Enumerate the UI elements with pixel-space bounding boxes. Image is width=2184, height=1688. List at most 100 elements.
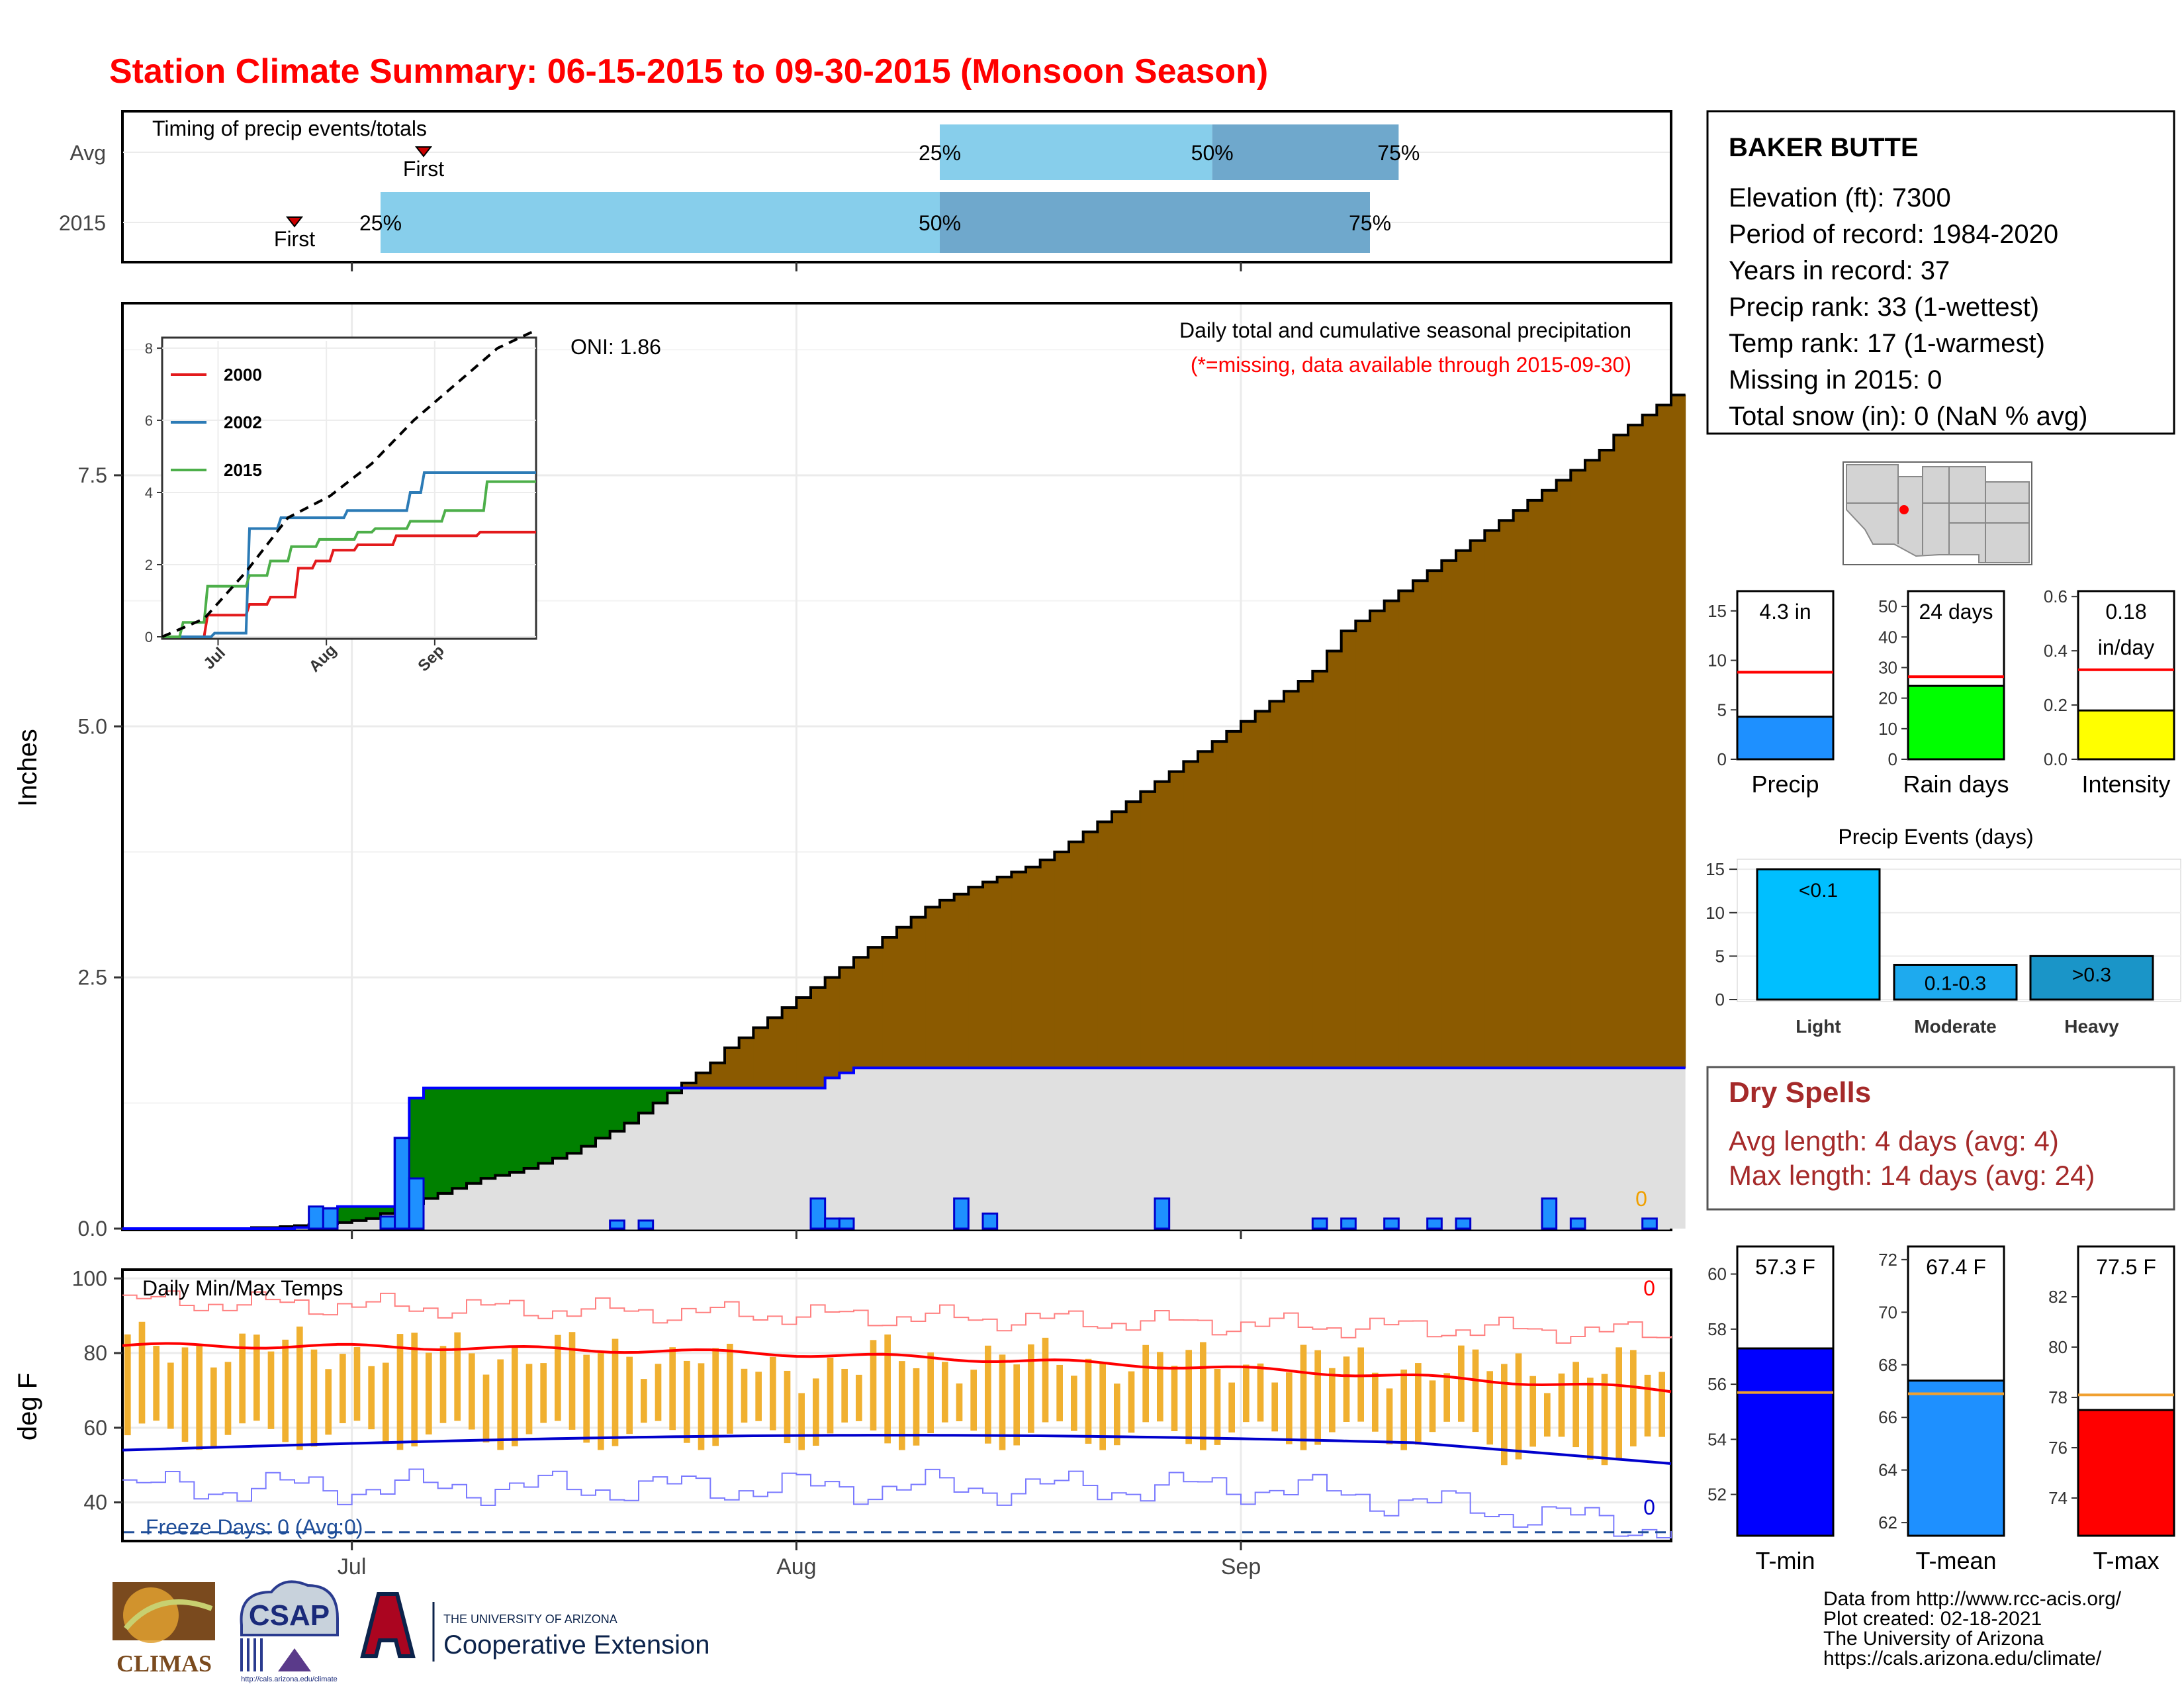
temps-daily-range-bar (196, 1346, 203, 1450)
precip-surplus-fill (653, 1088, 668, 1103)
summary-ytick-label: 54 (1707, 1429, 1727, 1449)
timing-bar-q50-q75 (1212, 124, 1399, 180)
precip-daily-bar (1340, 1217, 1357, 1230)
precip-surplus-fill (338, 1206, 353, 1223)
summary-value-label: 24 days (1919, 600, 1993, 624)
precip-daily-bar (1641, 1217, 1658, 1230)
summary-ytick-label: 40 (1878, 627, 1897, 647)
precip-deficit-fill (911, 917, 926, 1068)
temps-daily-range-bar (1415, 1363, 1422, 1445)
inset-ytick-label: 4 (145, 485, 153, 501)
temps-daily-range-bar (1630, 1350, 1637, 1447)
station-line: Total snow (in): 0 (NaN % avg) (1729, 402, 2087, 431)
precip-deficit-fill (1427, 571, 1442, 1068)
csap-logo-url: http://cals.arizona.edu/climate (241, 1675, 338, 1683)
precip-deficit-fill (1083, 831, 1098, 1068)
precip-deficit-fill (1069, 841, 1084, 1068)
precip-surplus-fill (452, 1088, 467, 1189)
climas-logo: CLIMAS (113, 1582, 215, 1677)
inset-legend-label: 2000 (224, 365, 262, 385)
precip-deficit-fill (1341, 631, 1356, 1068)
temps-daily-range-bar (210, 1367, 217, 1447)
temps-daily-range-bar (698, 1363, 705, 1450)
temp-min-count: 0 (1643, 1495, 1655, 1519)
events-category-label: Light (1796, 1016, 1841, 1037)
inset-series-avg (161, 328, 537, 638)
summary-ytick-label: 56 (1707, 1374, 1727, 1394)
precip-deficit-fill (1527, 500, 1543, 1068)
temps-daily-range-bar (1529, 1376, 1536, 1447)
summary-ytick-label: 0.4 (2044, 641, 2068, 661)
summary-ytick-label: 78 (2048, 1387, 2068, 1407)
temps-daily-range-bar (942, 1362, 948, 1423)
temps-daily-range-bar (641, 1379, 647, 1423)
precip-deficit-fill (1255, 711, 1270, 1068)
temps-daily-range-bar (1544, 1393, 1551, 1437)
temps-daily-range-bar (1042, 1337, 1049, 1423)
precip-daily-bar (809, 1197, 827, 1230)
precip-deficit-fill (1384, 600, 1399, 1068)
timing-quantile-label: 25% (919, 141, 961, 165)
temps-daily-range-bar (1486, 1371, 1493, 1445)
precip-surplus-fill (424, 1088, 439, 1199)
precip-daily-bar (981, 1212, 999, 1230)
temps-daily-range-bar (1157, 1352, 1163, 1422)
summary-bar (1907, 1380, 2005, 1537)
temps-daily-range-bar (267, 1351, 275, 1429)
temps-avg-min-line (122, 1434, 1672, 1465)
temps-daily-range-bar (310, 1349, 318, 1447)
timing-quantile-label: 25% (359, 211, 402, 235)
precip-deficit-fill (1599, 450, 1614, 1068)
temps-daily-range-bar (253, 1335, 260, 1421)
temperature-panel: 40 60 80 100 Jul Aug Sep Daily Min/Max Temps F… (13, 1266, 1672, 1579)
summary-ytick-label: 30 (1878, 657, 1897, 677)
footer-line: Data from http://www.rcc-acis.org/ (1823, 1588, 2122, 1610)
station-line: Period of record: 1984-2020 (1729, 220, 2058, 249)
temps-daily-range-bar (325, 1369, 332, 1435)
precip-daily-bar (1455, 1217, 1472, 1230)
inset-legend-label: 2002 (224, 412, 262, 432)
temps-daily-range-bar (1257, 1363, 1264, 1422)
missing-count: 0 (1635, 1187, 1647, 1211)
temps-daily-range-bar (482, 1374, 490, 1443)
precip-panel: 0.0 2.5 5.0 7.5 Daily total and cumulative … (13, 302, 1686, 1241)
precip-surplus-fill (523, 1088, 539, 1168)
precip-deficit-fill (968, 887, 983, 1068)
precip-deficit-fill (739, 1037, 754, 1088)
precip-deficit-fill (1169, 771, 1184, 1068)
summary-ytick-label: 66 (1878, 1407, 1897, 1427)
timing-quantile-label: 75% (1349, 211, 1391, 235)
events-ytick-label: 5 (1715, 946, 1725, 966)
temps-daily-range-bar (985, 1345, 991, 1444)
temps-heading: Daily Min/Max Temps (142, 1276, 343, 1300)
footer-line: The University of Arizona (1823, 1628, 2044, 1650)
precip-deficit-fill (825, 977, 840, 1078)
temps-daily-range-bar (368, 1366, 375, 1430)
ua-logo-small: THE UNIVERSITY OF ARIZONA (443, 1613, 617, 1626)
temps-daily-range-bar (497, 1359, 504, 1450)
precip-deficit-fill (1284, 691, 1299, 1068)
events-category-label: Heavy (2064, 1016, 2119, 1037)
summary-ytick-label: 5 (1717, 700, 1727, 720)
footer-line: Plot created: 02-18-2021 (1823, 1608, 2042, 1630)
temps-daily-range-bar (454, 1332, 461, 1421)
summary-ytick-label: 0.0 (2044, 749, 2068, 769)
temps-daily-range-bar (1300, 1344, 1307, 1450)
events-bar (2029, 955, 2154, 1001)
precip-deficit-fill (1671, 395, 1686, 1068)
precip-deficit-fill (1011, 872, 1026, 1068)
page-title: Station Climate Summary: 06-15-2015 to 0… (109, 52, 1268, 91)
station-line: Missing in 2015: 0 (1729, 365, 1942, 395)
precip-deficit-fill (1026, 867, 1041, 1068)
temps-daily-range-bar (655, 1364, 662, 1421)
temps-daily-range-bar (1615, 1347, 1622, 1460)
summary-category-label: T-min (1756, 1547, 1815, 1574)
inset-ytick-label: 6 (145, 412, 153, 429)
summary-ytick-label: 74 (2048, 1488, 2068, 1508)
precip-surplus-fill (624, 1088, 639, 1123)
precip-deficit-fill (682, 1082, 697, 1088)
precip-subheading: (*=missing, data available through 2015-… (1191, 353, 1631, 377)
station-line: Temp rank: 17 (1-warmest) (1729, 329, 2045, 358)
summary-ytick-label: 50 (1878, 596, 1897, 616)
footer-line: https://cals.arizona.edu/climate/ (1823, 1648, 2102, 1669)
